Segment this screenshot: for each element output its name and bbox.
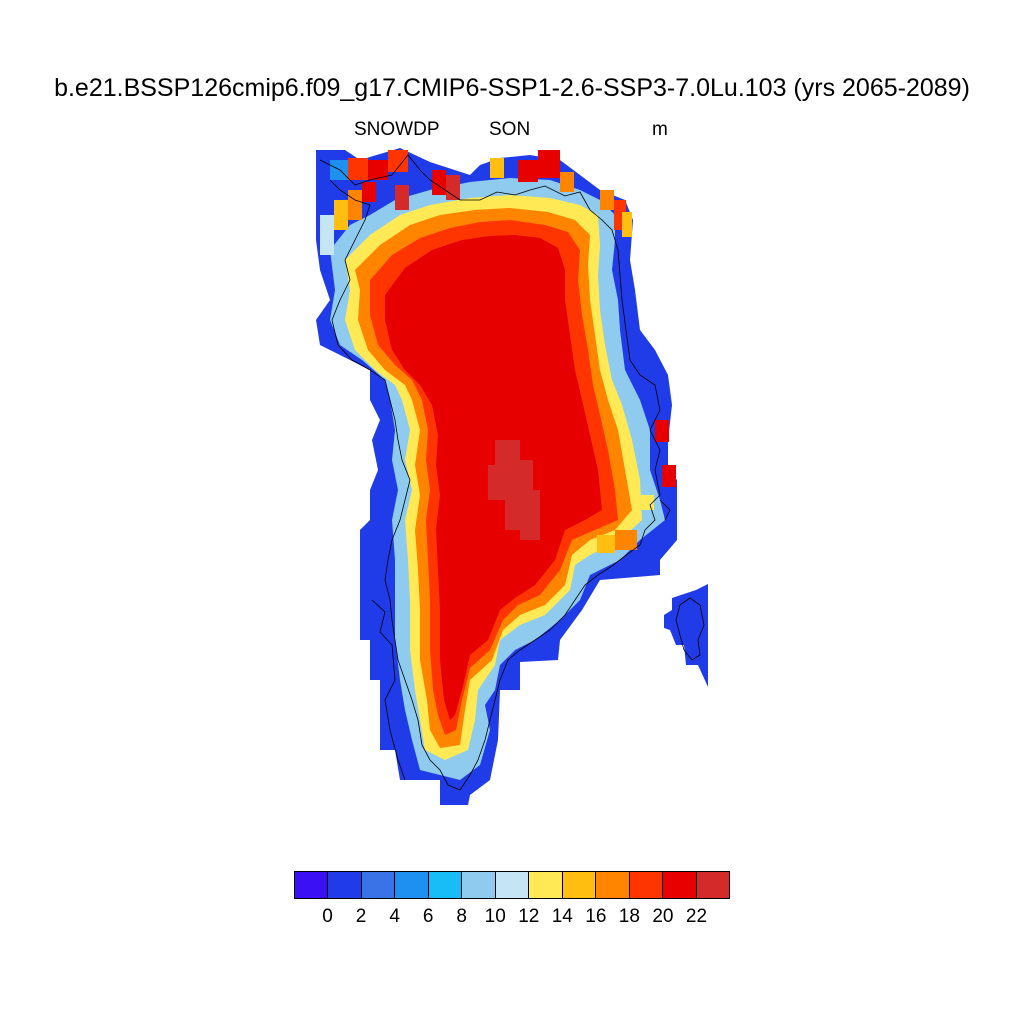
map-iceland	[664, 584, 708, 687]
colorbar-tick-label: 22	[685, 906, 708, 927]
colorbar-swatch	[295, 872, 329, 898]
colorbar-tick-label: 10	[484, 906, 506, 927]
colorbar-swatch	[428, 872, 463, 898]
colorbar-tick-label: 4	[389, 906, 400, 927]
variable-label: SNOWDP	[354, 119, 440, 140]
colorbar-swatch	[696, 872, 730, 898]
colorbar-swatch	[495, 872, 530, 898]
colorbar-swatch	[395, 872, 429, 898]
colorbar	[294, 871, 730, 899]
colorbar-tick-label: 12	[518, 906, 540, 927]
colorbar-swatch	[596, 872, 630, 898]
colorbar-tick-label: 0	[322, 906, 333, 927]
season-label: SON	[489, 119, 531, 140]
colorbar-tick-label: 6	[422, 906, 434, 927]
colorbar-tick-label: 2	[355, 906, 367, 927]
colorbar-tick-label: 18	[618, 906, 640, 927]
colorbar-swatch	[562, 872, 597, 898]
colorbar-tick-label: 16	[585, 906, 607, 927]
units-label: m	[652, 119, 668, 140]
colorbar-swatch	[462, 872, 496, 898]
colorbar-swatch	[663, 872, 697, 898]
map-summit-region	[488, 440, 540, 540]
colorbar-swatch	[529, 872, 563, 898]
colorbar-swatch	[629, 872, 664, 898]
colorbar-tick-label: 20	[652, 906, 674, 927]
map-north-cells	[320, 150, 632, 255]
colorbar-swatch	[361, 872, 396, 898]
plot-title: b.e21.BSSP126cmip6.f09_g17.CMIP6-SSP1-2.…	[54, 74, 970, 102]
map-coastline	[319, 154, 705, 791]
colorbar-tick-label: 14	[551, 906, 573, 927]
colorbar-tick-label: 8	[456, 906, 467, 927]
colorbar-swatch	[328, 872, 362, 898]
